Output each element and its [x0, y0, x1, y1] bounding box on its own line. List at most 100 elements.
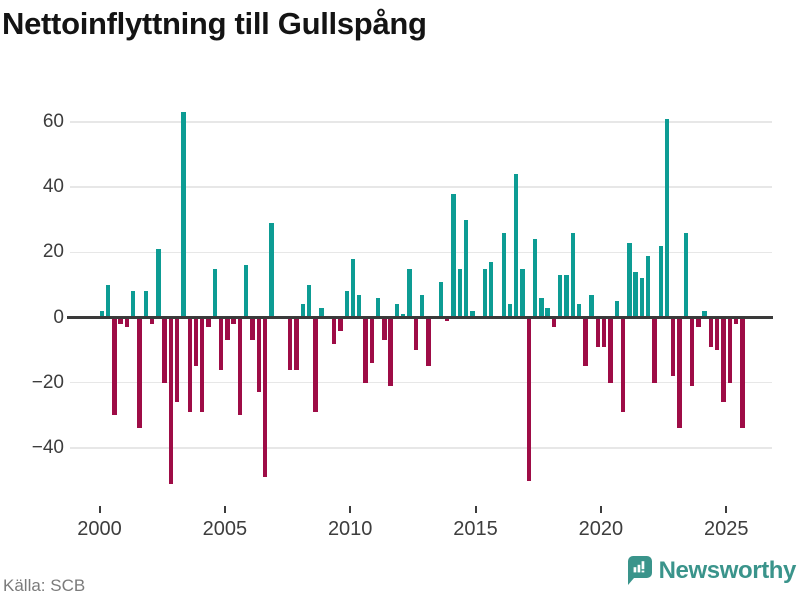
bar	[225, 317, 230, 341]
bar	[602, 317, 607, 347]
bar	[664, 118, 670, 318]
x-axis-label-2000: 2000	[77, 518, 122, 540]
bar	[394, 304, 400, 318]
bar	[645, 255, 651, 318]
bar	[740, 317, 745, 429]
x-axis-tick-2010	[349, 506, 352, 513]
bar	[218, 317, 224, 370]
newsworthy-wordmark: Newsworthy	[658, 557, 797, 584]
bar	[733, 317, 739, 325]
bar	[419, 294, 425, 318]
y-axis-label: 20	[42, 241, 64, 263]
gridline-y-20	[70, 381, 772, 384]
bar	[413, 317, 418, 351]
y-axis-label: 60	[42, 110, 64, 132]
bar	[250, 317, 255, 341]
bar	[608, 317, 613, 383]
bar	[237, 317, 243, 416]
gridline-y40	[70, 186, 772, 188]
bar	[671, 317, 676, 377]
x-axis-tick-2025	[725, 506, 728, 513]
bar	[470, 310, 475, 318]
bar	[658, 245, 663, 318]
bar	[288, 317, 293, 370]
bar	[319, 307, 324, 318]
bar	[558, 275, 563, 318]
bar	[313, 317, 318, 413]
gridline-y20	[70, 251, 772, 254]
bar	[614, 301, 619, 318]
bar	[206, 317, 211, 328]
bar	[532, 239, 538, 318]
bar	[620, 317, 626, 413]
bar	[696, 317, 701, 328]
x-axis-tick-2005	[223, 506, 226, 513]
bar	[231, 317, 236, 325]
bar	[627, 242, 632, 318]
bar	[727, 317, 732, 383]
bar	[149, 317, 155, 325]
source-label: Källa: SCB	[3, 576, 86, 595]
bar	[306, 284, 312, 318]
chart-title: Nettoinflyttning till Gullspång	[2, 6, 427, 41]
x-axis-label-2005: 2005	[202, 518, 248, 540]
bar	[570, 232, 575, 318]
bar	[105, 284, 111, 318]
x-axis-label-2015: 2015	[453, 518, 498, 540]
bar	[344, 291, 349, 318]
bar	[369, 317, 375, 364]
newsworthy-logo: Newsworthy	[627, 556, 797, 586]
bar	[357, 294, 362, 318]
bar	[174, 317, 180, 403]
bar	[702, 310, 707, 318]
bar	[331, 317, 337, 344]
bar	[338, 317, 343, 331]
bar	[363, 317, 368, 383]
bar	[652, 317, 657, 383]
bar	[244, 265, 249, 318]
bar	[445, 317, 450, 321]
y-axis-label: 40	[42, 176, 64, 198]
bar	[181, 112, 186, 318]
bar	[507, 304, 513, 318]
x-axis-tick-2020	[599, 506, 602, 513]
x-axis-tick-2000	[98, 506, 101, 513]
bar	[551, 317, 557, 328]
bar	[451, 193, 456, 318]
x-axis-line	[67, 316, 773, 319]
x-axis-label-2025: 2025	[704, 518, 749, 540]
bar	[708, 317, 714, 347]
y-axis-label: −20	[31, 371, 64, 393]
bar	[99, 310, 104, 318]
bar	[137, 317, 142, 429]
gridline-y60	[70, 121, 772, 123]
bar	[595, 317, 601, 347]
bar	[583, 317, 588, 367]
bar	[407, 268, 412, 318]
bar	[677, 317, 682, 429]
bar	[156, 249, 161, 318]
bar	[520, 268, 525, 318]
x-axis-label-2020: 2020	[578, 518, 624, 540]
bar	[689, 317, 695, 386]
bar	[124, 317, 130, 328]
bar	[382, 317, 387, 341]
x-axis-label-2010: 2010	[327, 518, 373, 540]
bar	[200, 317, 205, 413]
bar	[457, 268, 462, 318]
bar	[514, 174, 519, 318]
bar	[350, 258, 356, 318]
bar	[639, 278, 645, 318]
bar	[539, 297, 544, 318]
y-axis-label: −40	[31, 436, 64, 458]
bar	[526, 317, 532, 481]
bar	[564, 275, 569, 318]
bar	[256, 317, 261, 393]
bar	[721, 317, 726, 403]
bar	[118, 317, 123, 325]
bar	[633, 271, 638, 318]
bar	[262, 317, 268, 478]
bar	[426, 317, 431, 367]
